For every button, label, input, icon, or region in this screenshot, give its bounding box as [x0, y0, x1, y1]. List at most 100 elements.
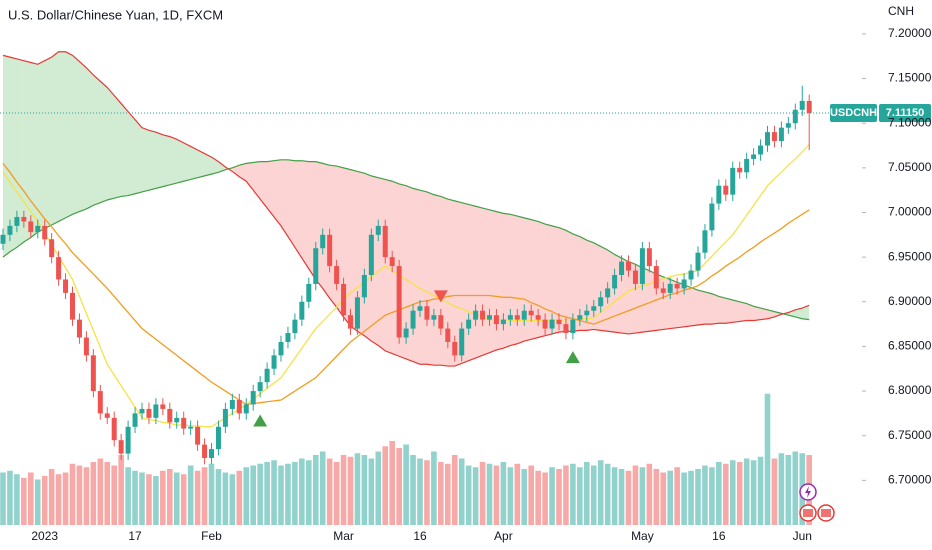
candle-body	[723, 185, 729, 195]
cloud-fill	[517, 216, 525, 344]
volume-bar	[431, 451, 437, 525]
volume-bar	[153, 476, 159, 525]
volume-bar	[146, 474, 152, 525]
candle-body	[605, 288, 611, 298]
cloud-fill	[93, 75, 101, 206]
cloud-fill	[420, 190, 427, 365]
volume-bar	[764, 393, 771, 525]
candle-body	[188, 426, 194, 429]
price-tag	[879, 103, 931, 122]
volume-bar	[257, 463, 263, 525]
volume-bar	[7, 470, 13, 525]
cloud-fill	[802, 305, 810, 320]
candle-body	[744, 158, 750, 173]
candle-body	[445, 328, 451, 342]
candle-body	[737, 167, 743, 173]
volume-bar	[549, 467, 555, 525]
lightning-glyph	[805, 486, 811, 498]
candle-body	[132, 413, 138, 427]
y-tick-label: 7.10000	[888, 115, 932, 129]
axis-label: CNH	[888, 4, 914, 18]
y-tick-label: 7.15000	[888, 71, 932, 85]
cloud-fill	[86, 67, 94, 209]
cloud-fill	[739, 301, 747, 322]
volume-bar	[479, 462, 486, 525]
indicator-icons	[799, 483, 835, 522]
candle-body	[202, 444, 208, 459]
cloud-fill	[586, 240, 594, 331]
volume-bar	[493, 465, 500, 525]
cloud-fill	[767, 309, 775, 319]
candle-body	[709, 203, 715, 231]
volume-bar	[577, 467, 583, 525]
cloud-fill	[190, 146, 198, 180]
volume-bar	[674, 467, 680, 525]
volume-bar	[535, 470, 541, 525]
candle-body	[125, 426, 131, 454]
candle-body	[243, 404, 249, 414]
cloud-fill	[155, 132, 163, 189]
volume-bar	[222, 472, 229, 525]
volume-bar	[500, 462, 507, 525]
candle-body	[674, 283, 680, 289]
cloud-fill	[545, 224, 553, 336]
candle-body	[14, 216, 20, 226]
candle-body	[83, 337, 89, 356]
volume-bar	[438, 462, 444, 525]
candle-body	[493, 315, 499, 325]
candle-body	[549, 319, 555, 329]
candle-body	[90, 355, 96, 392]
volume-bar	[709, 467, 715, 525]
candle-body	[716, 185, 722, 204]
volume-bar	[743, 458, 750, 525]
cloud-fill	[169, 136, 177, 185]
candle-body	[514, 315, 520, 320]
candle-body	[403, 328, 409, 338]
y-tick-label: 6.90000	[888, 294, 932, 308]
x-tick-label: 16	[413, 529, 427, 543]
cloud-fill	[58, 51, 66, 222]
cloud-fill	[725, 298, 733, 324]
volume-bar	[632, 465, 639, 525]
volume-bar	[486, 463, 493, 525]
candle-body	[320, 234, 326, 249]
cloud-fill	[281, 159, 288, 237]
cloud-fill	[232, 165, 240, 177]
volume-bar	[285, 463, 291, 525]
volume-bar	[688, 470, 694, 525]
volume-bar	[187, 465, 194, 525]
cloud-fill	[552, 225, 559, 334]
candle-body	[271, 355, 277, 369]
candle-body	[702, 230, 708, 253]
candle-body	[361, 275, 367, 298]
cloud-fill	[760, 308, 768, 320]
volume-bar	[465, 465, 472, 525]
candle-body	[771, 132, 777, 142]
volume-bar	[236, 470, 243, 525]
candle-body	[313, 248, 319, 284]
volume-bar	[278, 465, 284, 525]
candle-body	[104, 413, 110, 418]
candle-body	[431, 315, 437, 320]
candle-body	[97, 391, 103, 414]
volume-bar	[667, 470, 673, 525]
volume-bar	[76, 465, 83, 525]
volume-bar	[445, 463, 451, 525]
candle-body	[250, 391, 256, 405]
cloud-fill	[447, 199, 455, 367]
volume-bar	[62, 472, 69, 525]
candle-body	[348, 315, 353, 329]
candle-body	[382, 225, 388, 258]
candle-body	[7, 225, 13, 235]
candle-body	[139, 408, 145, 414]
cloud-fill	[378, 177, 386, 351]
candle-body	[389, 257, 395, 267]
volume-bar	[14, 474, 20, 525]
cloud-fill	[565, 230, 573, 332]
volume-bar	[21, 477, 27, 525]
candle-body	[507, 315, 513, 320]
cloud-fill	[211, 157, 219, 175]
volume-bar	[340, 455, 347, 525]
volume-bar	[396, 448, 402, 525]
volume-bar	[458, 458, 465, 525]
